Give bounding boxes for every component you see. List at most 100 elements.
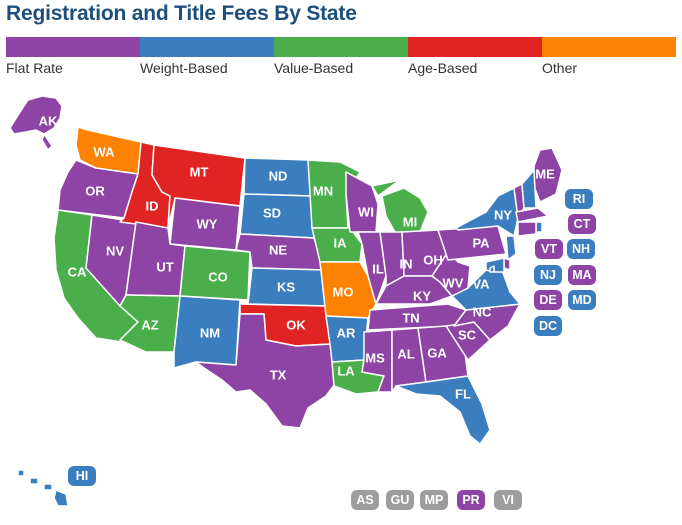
state-label-fl: FL bbox=[455, 387, 471, 402]
chip-nh[interactable]: NH bbox=[567, 239, 595, 259]
chip-ma-text: MA bbox=[572, 268, 591, 282]
territory-mp-text: MP bbox=[425, 493, 444, 507]
state-label-mo: MO bbox=[333, 285, 354, 300]
state-label-oh: OH bbox=[423, 253, 443, 268]
legend-swatch-weight-based bbox=[140, 37, 274, 57]
chip-nj[interactable]: NJ bbox=[534, 265, 562, 285]
state-nh[interactable] bbox=[521, 169, 537, 209]
state-label-wi: WI bbox=[358, 205, 374, 220]
state-label-nd: ND bbox=[269, 169, 288, 184]
state-label-ne: NE bbox=[269, 243, 287, 258]
state-label-ms: MS bbox=[365, 351, 385, 366]
state-label-wa: WA bbox=[94, 145, 116, 160]
territory-gu-bg bbox=[386, 490, 414, 510]
state-label-ar: AR bbox=[337, 326, 356, 341]
chip-de-text: DE bbox=[539, 293, 556, 307]
state-label-me: ME bbox=[535, 167, 555, 182]
state-ma[interactable] bbox=[515, 207, 549, 223]
state-label-ga: GA bbox=[427, 346, 447, 361]
state-label-nm: NM bbox=[200, 326, 220, 341]
state-label-wv: WV bbox=[443, 276, 464, 291]
legend-swatch-flat-rate bbox=[6, 37, 140, 57]
state-label-nv: NV bbox=[106, 244, 124, 259]
state-label-ky: KY bbox=[413, 289, 431, 304]
page-title: Registration and Title Fees By State bbox=[6, 2, 357, 25]
chip-dc-bg bbox=[534, 316, 562, 336]
legend-label-age-based: Age-Based bbox=[408, 60, 478, 76]
state-label-al: AL bbox=[397, 347, 414, 362]
legend-labels: Flat Rate Weight-Based Value-Based Age-B… bbox=[6, 60, 676, 78]
state-ri[interactable] bbox=[535, 221, 543, 233]
state-label-ia: IA bbox=[334, 236, 348, 251]
state-label-pa: PA bbox=[472, 236, 490, 251]
chip-vt[interactable]: VT bbox=[535, 239, 563, 259]
state-label-ca: CA bbox=[68, 265, 87, 280]
state-label-mt: MT bbox=[190, 165, 209, 180]
legend-label-value-based: Value-Based bbox=[274, 60, 354, 76]
chip-de[interactable]: DE bbox=[534, 290, 562, 310]
state-hi[interactable] bbox=[17, 469, 69, 507]
chip-md-text: MD bbox=[572, 293, 591, 307]
legend-swatch-age-based bbox=[408, 37, 542, 57]
legend-swatch-other bbox=[542, 37, 676, 57]
chip-de-bg bbox=[534, 290, 562, 310]
territory-gu-text: GU bbox=[391, 493, 410, 507]
state-ak[interactable] bbox=[9, 95, 63, 151]
territory-as-text: AS bbox=[356, 493, 373, 507]
state-label-wy: WY bbox=[197, 217, 218, 232]
territory-vi[interactable]: VI bbox=[494, 490, 522, 510]
state-dc[interactable] bbox=[489, 265, 495, 273]
state-label-la: LA bbox=[337, 364, 355, 379]
chip-ct-text: CT bbox=[574, 217, 591, 231]
chip-nh-text: NH bbox=[572, 242, 590, 256]
legend-label-flat-rate: Flat Rate bbox=[6, 60, 63, 76]
state-label-ok: OK bbox=[286, 318, 306, 333]
state-md[interactable] bbox=[485, 257, 505, 273]
chip-md-bg bbox=[568, 290, 596, 310]
chip-dc[interactable]: DC bbox=[534, 316, 562, 336]
state-label-sc: SC bbox=[458, 328, 477, 343]
territory-pr-text: PR bbox=[462, 493, 479, 507]
chip-ct[interactable]: CT bbox=[568, 214, 596, 234]
state-label-in: IN bbox=[400, 257, 413, 272]
state-label-ks: KS bbox=[277, 280, 295, 295]
state-mi[interactable] bbox=[371, 179, 429, 235]
territory-as[interactable]: AS bbox=[351, 490, 379, 510]
chip-vt-bg bbox=[535, 239, 563, 259]
state-nj[interactable] bbox=[505, 235, 517, 261]
territory-mp[interactable]: MP bbox=[420, 490, 448, 510]
state-label-sd: SD bbox=[263, 206, 281, 221]
chip-nj-bg bbox=[534, 265, 562, 285]
chip-ri[interactable]: RI bbox=[565, 189, 593, 209]
territory-gu[interactable]: GU bbox=[386, 490, 414, 510]
chip-nh-bg bbox=[567, 239, 595, 259]
state-va[interactable] bbox=[451, 269, 521, 311]
chip-hi-text: HI bbox=[76, 469, 89, 483]
state-de[interactable] bbox=[503, 257, 511, 271]
state-ct[interactable] bbox=[517, 221, 537, 237]
state-label-mi: MI bbox=[403, 215, 417, 230]
chip-md[interactable]: MD bbox=[568, 290, 596, 310]
chip-hi[interactable]: HI bbox=[68, 466, 96, 486]
legend-label-other: Other bbox=[542, 60, 578, 76]
territory-as-bg bbox=[351, 490, 379, 510]
state-label-mn: MN bbox=[313, 184, 333, 199]
state-fl[interactable] bbox=[395, 375, 491, 445]
state-label-or: OR bbox=[85, 184, 105, 199]
state-label-ak: AK bbox=[39, 114, 58, 129]
territory-mp-bg bbox=[420, 490, 448, 510]
state-label-co: CO bbox=[208, 270, 228, 285]
state-label-nc: NC bbox=[473, 305, 492, 320]
chip-dc-text: DC bbox=[539, 319, 557, 333]
state-ia[interactable] bbox=[311, 227, 363, 263]
territory-vi-bg bbox=[494, 490, 522, 510]
territory-pr[interactable]: PR bbox=[457, 490, 485, 510]
legend-swatch-value-based bbox=[274, 37, 408, 57]
state-wi[interactable] bbox=[345, 171, 379, 233]
chip-nj-text: NJ bbox=[540, 268, 556, 282]
chip-ri-text: RI bbox=[573, 192, 586, 206]
chip-ma[interactable]: MA bbox=[568, 265, 596, 285]
chip-vt-text: VT bbox=[541, 242, 557, 256]
state-label-il: IL bbox=[372, 262, 384, 277]
